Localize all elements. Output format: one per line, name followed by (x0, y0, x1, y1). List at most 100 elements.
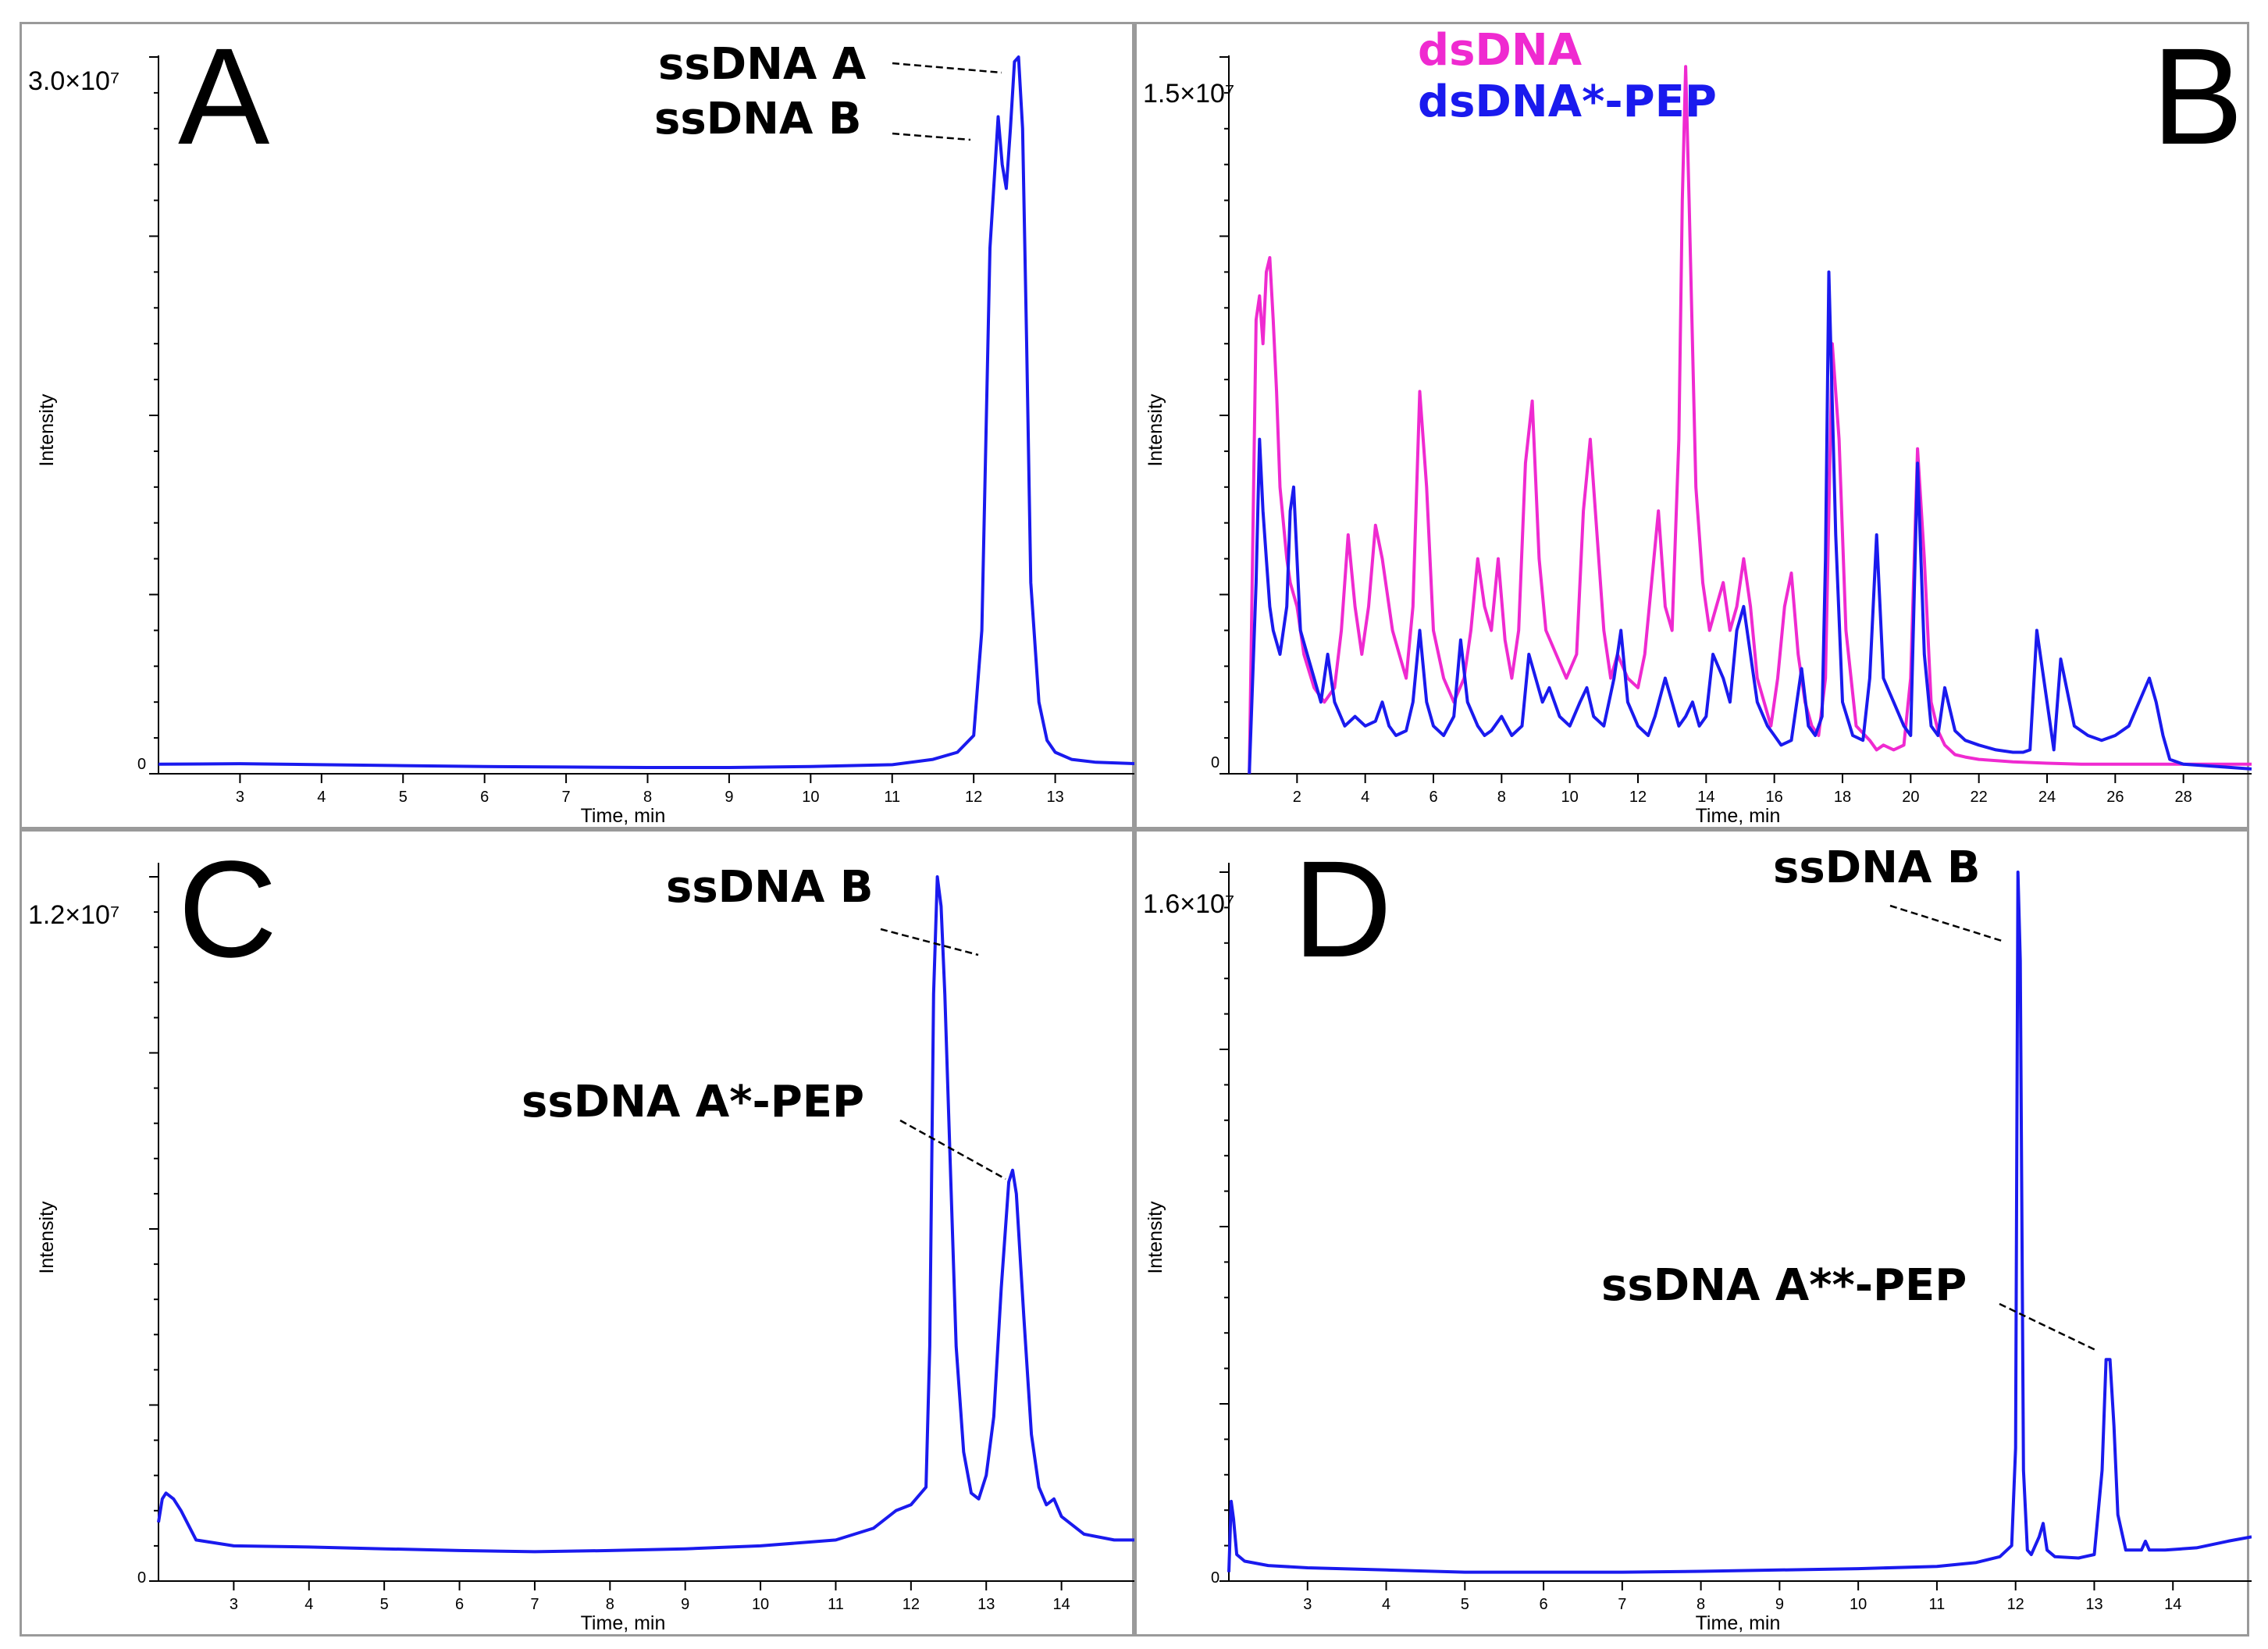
panel-d: D 1.6×10⁷ 0 Intensity Time, min 3 4 5 6 7 8 9 1… (1134, 829, 2252, 1637)
x-tick-label-a-7: 7 (562, 789, 571, 806)
traces-b (1248, 65, 2252, 775)
ymin-label-c: 0 (137, 1569, 146, 1587)
x-tick-label-b-12: 12 (1629, 789, 1647, 806)
annotation-ssdna-b-c: ssDNA B (666, 862, 874, 913)
x-tick-label-c-5: 5 (380, 1596, 389, 1613)
chart-a: A 3.0×10⁷ 0 Intensity Time, min 3 4 5 6 7 8 9 1… (28, 24, 1137, 827)
ymax-label-d: 1.6×10⁷ (1143, 889, 1234, 919)
panel-label-b: B (2152, 24, 2243, 173)
annotation-ssdna-b: ssDNA B (654, 94, 862, 144)
x-tick-label-a-5: 5 (399, 789, 408, 806)
ymin-label-d: 0 (1211, 1569, 1219, 1587)
ticks-c: 3 4 5 6 7 8 9 10 11 12 13 14 (149, 876, 1070, 1613)
x-tick-label-d-10: 10 (1850, 1596, 1867, 1613)
traces-c (157, 875, 1137, 1554)
x-tick-label-d-12: 12 (2007, 1596, 2024, 1613)
ticks-a: 3 4 5 6 7 8 9 10 11 12 13 (149, 56, 1064, 806)
x-tick-label-c-10: 10 (752, 1596, 769, 1613)
annotations-c: ssDNA B ssDNA A*-PEP (522, 862, 1006, 1181)
legend-dsdna-pep: dsDNA*-PEP (1418, 77, 1717, 127)
ymax-label-a: 3.0×10⁷ (28, 66, 119, 96)
x-tick-label-d-13: 13 (2085, 1596, 2102, 1613)
x-tick-label-b-10: 10 (1561, 789, 1579, 806)
xlabel-b: Time, min (1696, 805, 1781, 827)
x-tick-label-c-3: 3 (230, 1596, 238, 1613)
x-tick-label-d-3: 3 (1303, 1596, 1312, 1613)
x-tick-label-c-9: 9 (681, 1596, 689, 1613)
trace-a-series-0 (158, 55, 1137, 769)
x-tick-label-c-11: 11 (828, 1596, 844, 1613)
arrow-ssdna-b-c (880, 928, 979, 956)
annotation-ssdna-b-d: ssDNA B (1773, 842, 1981, 893)
x-tick-label-d-7: 7 (1618, 1596, 1626, 1613)
x-tick-label-b-16: 16 (1766, 789, 1783, 806)
x-tick-label-a-6: 6 (480, 789, 489, 806)
x-tick-label-c-12: 12 (903, 1596, 920, 1613)
x-tick-label-d-11: 11 (1929, 1596, 1946, 1613)
ylabel-b: Intensity (1145, 394, 1166, 467)
x-tick-label-b-18: 18 (1834, 789, 1851, 806)
xlabel-a: Time, min (581, 805, 666, 827)
arrow-ssdna-a-pep-c (899, 1119, 1006, 1181)
x-tick-label-b-28: 28 (2175, 789, 2192, 806)
legend-dsdna: dsDNA (1418, 25, 1583, 76)
ylabel-d: Intensity (1145, 1201, 1166, 1274)
annotations-d: ssDNA B ssDNA A**-PEP (1601, 842, 2098, 1352)
x-tick-label-d-8: 8 (1697, 1596, 1705, 1613)
x-tick-label-d-9: 9 (1775, 1596, 1784, 1613)
panel-c: C 1.2×10⁷ 0 Intensity Time, min 3 4 5 6 7 8 9 1… (20, 829, 1137, 1637)
x-tick-label-b-14: 14 (1697, 789, 1714, 806)
panel-label-d: D (1293, 833, 1392, 986)
annotations-a: ssDNA A ssDNA B (654, 39, 1002, 144)
x-tick-label-d-4: 4 (1382, 1596, 1390, 1613)
ylabel-a: Intensity (36, 394, 58, 467)
traces-a (158, 55, 1137, 769)
arrow-ssdna-a-pep-d (1999, 1302, 2098, 1352)
ylabel-c: Intensity (36, 1201, 58, 1274)
x-tick-label-c-14: 14 (1052, 1596, 1070, 1613)
ticks-b: 2 4 6 8 10 12 14 16 18 20 22 24 26 28 (1219, 56, 2192, 806)
annotation-ssdna-a-pep-d: ssDNA A**-PEP (1601, 1260, 1967, 1311)
x-tick-label-c-7: 7 (530, 1596, 539, 1613)
x-tick-label-b-2: 2 (1293, 789, 1301, 806)
x-tick-label-c-6: 6 (455, 1596, 464, 1613)
ymax-label-c: 1.2×10⁷ (28, 900, 119, 930)
panel-b: B 1.5×10⁷ 0 Intensity Time, min 2 4 6 8 10 12… (1134, 22, 2252, 829)
x-tick-label-a-12: 12 (965, 789, 982, 806)
trace-b-series-1 (1248, 270, 2252, 775)
x-tick-label-b-6: 6 (1429, 789, 1437, 806)
arrow-ssdna-a (892, 62, 1002, 74)
arrow-ssdna-b (892, 132, 971, 141)
xlabel-c: Time, min (581, 1612, 666, 1634)
trace-b-series-0 (1248, 65, 2252, 775)
trace-c-series-0 (157, 875, 1137, 1554)
x-tick-label-b-22: 22 (1971, 789, 1988, 806)
panel-label-c: C (178, 833, 277, 986)
panel-a: A 3.0×10⁷ 0 Intensity Time, min 3 4 5 6 7 8 9 1… (20, 22, 1137, 829)
annotation-ssdna-a: ssDNA A (658, 39, 867, 90)
chart-c: C 1.2×10⁷ 0 Intensity Time, min 3 4 5 6 7 8 9 1… (28, 833, 1137, 1634)
x-tick-label-b-26: 26 (2106, 789, 2124, 806)
ymin-label-a: 0 (137, 756, 146, 773)
x-tick-label-a-13: 13 (1046, 789, 1063, 806)
x-tick-label-d-14: 14 (2164, 1596, 2181, 1613)
chart-b: B 1.5×10⁷ 0 Intensity Time, min 2 4 6 8 10 12… (1143, 24, 2252, 827)
x-tick-label-d-5: 5 (1461, 1596, 1469, 1613)
x-tick-label-c-4: 4 (304, 1596, 313, 1613)
x-tick-label-c-13: 13 (977, 1596, 995, 1613)
x-tick-label-a-11: 11 (884, 789, 900, 806)
x-tick-label-a-4: 4 (317, 789, 326, 806)
xlabel-d: Time, min (1696, 1612, 1781, 1634)
annotation-ssdna-a-pep-c: ssDNA A*-PEP (522, 1077, 864, 1127)
arrow-ssdna-b-d (1889, 904, 2003, 942)
traces-d (1227, 871, 2252, 1574)
x-tick-label-b-4: 4 (1361, 789, 1369, 806)
ymin-label-b: 0 (1211, 754, 1219, 771)
trace-d-series-0 (1227, 871, 2252, 1574)
chart-d: D 1.6×10⁷ 0 Intensity Time, min 3 4 5 6 7 8 9 1… (1143, 833, 2252, 1634)
x-tick-label-d-6: 6 (1540, 1596, 1548, 1613)
x-tick-label-a-10: 10 (802, 789, 819, 806)
x-tick-label-b-24: 24 (2038, 789, 2056, 806)
panel-label-a: A (178, 24, 270, 173)
ymax-label-b: 1.5×10⁷ (1143, 79, 1234, 109)
